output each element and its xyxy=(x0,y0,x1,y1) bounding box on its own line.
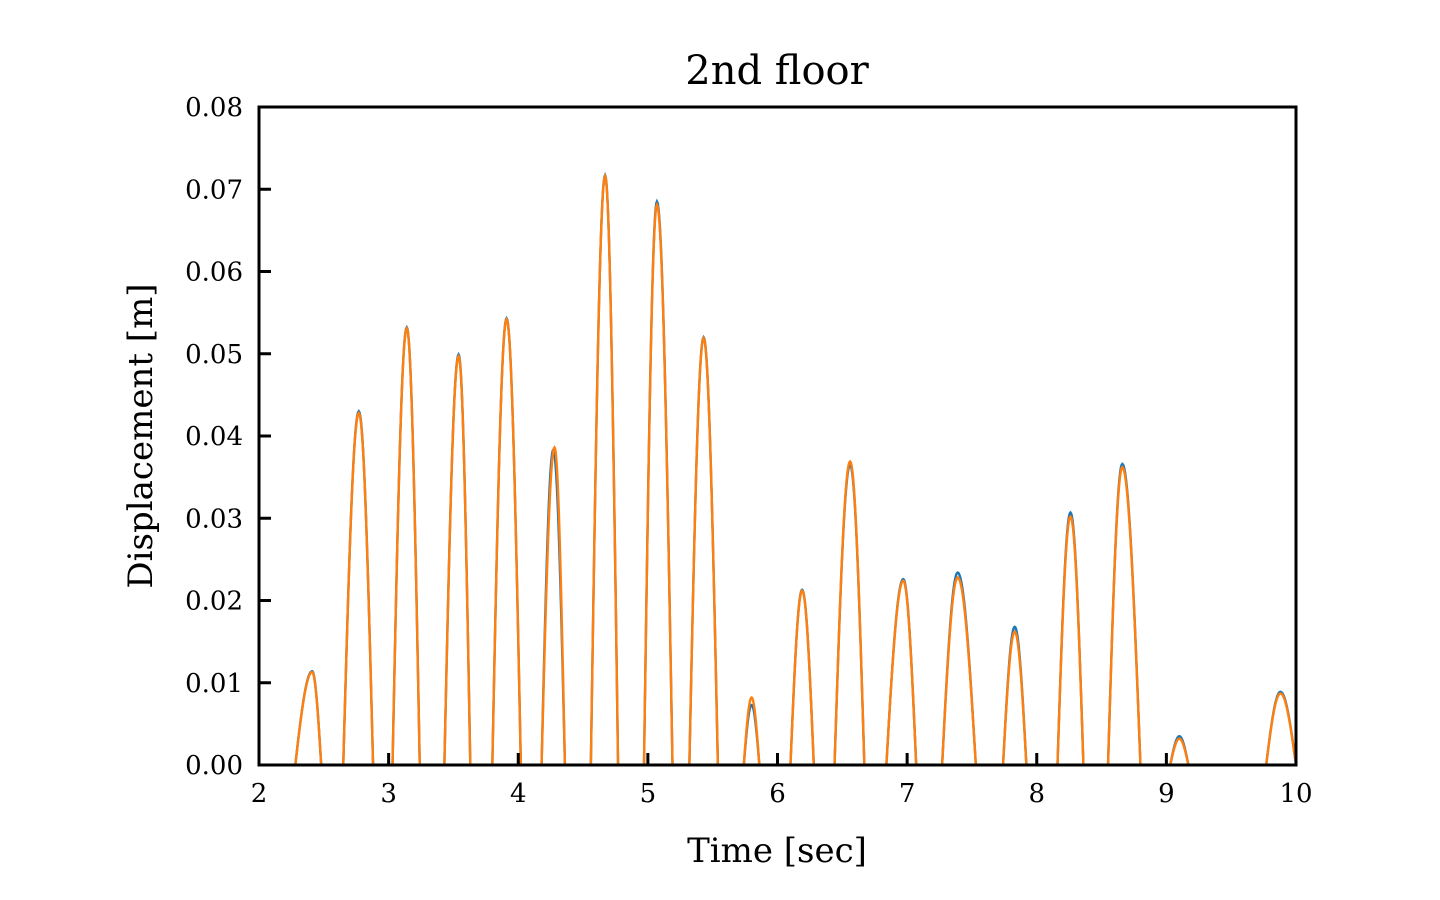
series-2-peak xyxy=(342,410,375,765)
series-2-peak xyxy=(491,316,523,765)
y-tick-label: 0.04 xyxy=(185,422,243,452)
x-tick-label: 8 xyxy=(1028,779,1045,809)
y-tick-label: 0.03 xyxy=(185,504,243,534)
series-2-peak xyxy=(1264,692,1296,765)
x-tick-label: 5 xyxy=(640,779,657,809)
series-2-peak xyxy=(589,172,620,765)
series-2-peak xyxy=(642,201,674,765)
x-tick-label: 10 xyxy=(1279,779,1312,809)
x-tick-label: 9 xyxy=(1158,779,1175,809)
series-2-peak xyxy=(940,576,978,765)
series-2-peak xyxy=(391,325,421,765)
x-tick-label: 3 xyxy=(380,779,397,809)
series-2-peak xyxy=(1001,630,1028,765)
series-2-peak xyxy=(443,353,472,765)
series-2-peak xyxy=(742,696,761,765)
x-tick-label: 6 xyxy=(769,779,786,809)
series-2-peak xyxy=(688,335,720,765)
x-tick-label: 4 xyxy=(510,779,527,809)
series-layer xyxy=(294,171,1296,765)
series-2 xyxy=(294,172,1296,765)
y-tick-label: 0.01 xyxy=(185,669,243,699)
y-axis-label: Displacement [m] xyxy=(121,283,161,588)
series-2-peak xyxy=(294,670,323,765)
series-2-peak xyxy=(1056,514,1085,765)
series-2-peak xyxy=(885,579,918,765)
y-tick-label: 0.05 xyxy=(185,340,243,370)
y-tick-label: 0.06 xyxy=(185,258,243,288)
series-2-peak xyxy=(1106,465,1142,765)
x-axis-label: Time [sec] xyxy=(687,831,867,871)
plot-frame xyxy=(257,105,1298,767)
chart-title: 2nd floor xyxy=(685,48,869,94)
series-2-peak xyxy=(1169,737,1190,765)
tick-layer: 2 3 4 5 6 7 8 9 10 0.00 0.01 0.02 0.03 0.04 0.05 0.06 0.… xyxy=(185,93,1312,809)
y-tick-label: 0.07 xyxy=(185,175,243,205)
series-2-peak xyxy=(789,588,815,765)
x-tick-label: 2 xyxy=(251,779,268,809)
x-tick-label: 7 xyxy=(899,779,916,809)
series-2-peak xyxy=(540,445,567,765)
y-tick-label: 0.08 xyxy=(185,93,243,123)
series-2-peak xyxy=(833,459,866,765)
y-tick-label: 0.00 xyxy=(185,751,243,781)
y-tick-label: 0.02 xyxy=(185,587,243,617)
